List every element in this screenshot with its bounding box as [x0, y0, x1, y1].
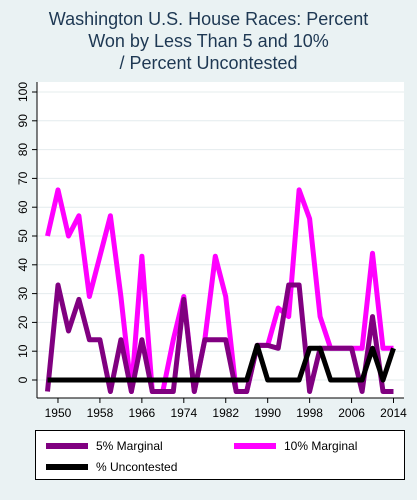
legend-item-5pct: 5% Marginal	[46, 439, 163, 453]
y-tick-label: 90	[16, 114, 30, 128]
chart-title-line-1: Washington U.S. House Races: Percent	[48, 9, 369, 29]
y-tick-label: 70	[16, 171, 30, 185]
chart-title-line-3: / Percent Uncontested	[119, 53, 298, 73]
y-tick-label: 0	[16, 376, 30, 383]
legend-swatch-10pct	[234, 443, 276, 449]
x-tick-label: 1982	[212, 406, 239, 420]
x-tick-label: 1990	[254, 406, 281, 420]
x-tick-label: 1950	[45, 406, 72, 420]
series-line-2	[47, 342, 396, 383]
series-line-0	[45, 282, 394, 394]
legend-swatch-5pct	[46, 443, 88, 449]
x-tick-label: 1974	[170, 406, 197, 420]
x-tick-label: 1966	[129, 406, 156, 420]
x-axis-ticks: 1950 1958 1966 1974 1982 1990 1998 2006 2014	[45, 398, 407, 420]
y-tick-label: 60	[16, 200, 30, 214]
x-tick-label: 1998	[296, 406, 323, 420]
legend-item-10pct: 10% Marginal	[234, 439, 357, 453]
y-tick-label: 10	[16, 344, 30, 358]
legend-label-5pct: 5% Marginal	[96, 439, 163, 453]
y-tick-label: 30	[16, 287, 30, 301]
y-tick-label: 40	[16, 258, 30, 272]
y-tick-label: 20	[16, 315, 30, 329]
y-axis-ticks: 0 10 20 30 40 50 60 70 80 90 100	[16, 82, 37, 383]
series-layer	[45, 187, 396, 394]
y-tick-label: 50	[16, 229, 30, 243]
x-tick-label: 2006	[338, 406, 365, 420]
x-tick-label: 2014	[380, 406, 407, 420]
chart-title: Washington U.S. House Races: Percent Won…	[0, 8, 417, 74]
plot-area	[37, 82, 404, 398]
grid-lines	[37, 91, 404, 381]
legend-label-uncontested: % Uncontested	[96, 460, 178, 474]
y-tick-label: 100	[16, 82, 30, 102]
x-tick-label: 1958	[87, 406, 114, 420]
chart-title-line-2: Won by Less Than 5 and 10%	[88, 31, 329, 51]
legend-item-uncontested: % Uncontested	[46, 460, 177, 474]
legend-label-10pct: 10% Marginal	[284, 439, 358, 453]
y-tick-label: 80	[16, 143, 30, 157]
legend: 5% Marginal 10% Marginal % Uncontested	[35, 430, 405, 480]
legend-swatch-uncontested	[46, 464, 88, 470]
